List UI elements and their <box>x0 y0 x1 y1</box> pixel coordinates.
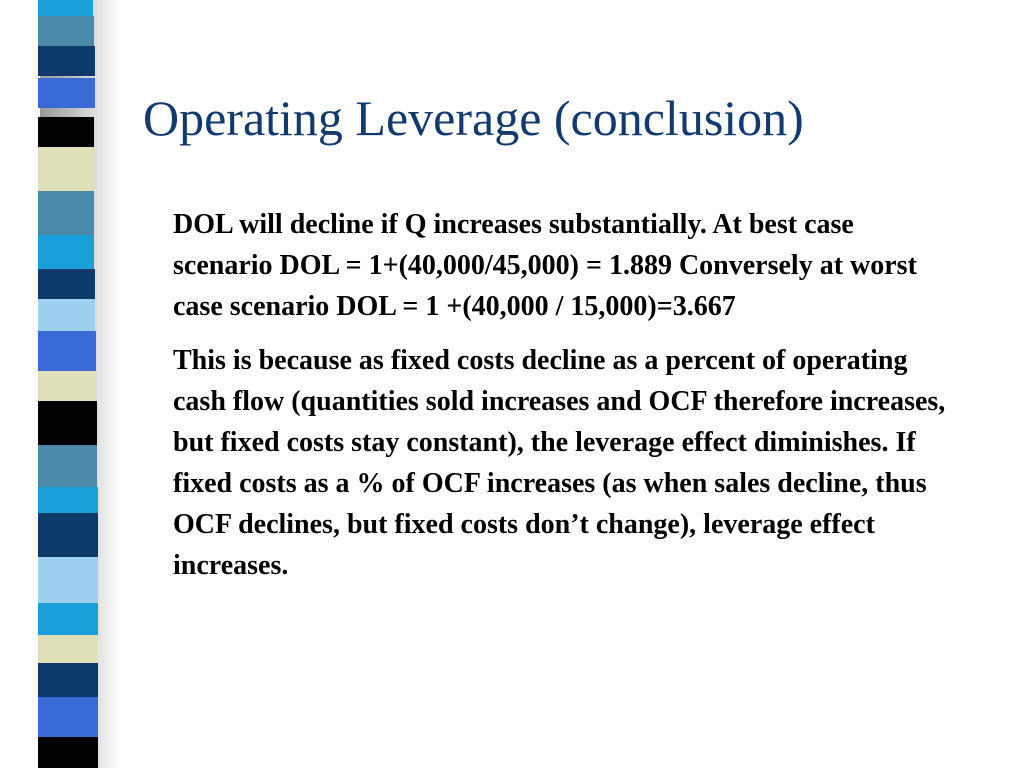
strip-band <box>38 269 95 299</box>
strip-band <box>38 737 98 768</box>
body-paragraph: DOL will decline if Q increases substant… <box>173 209 917 322</box>
strip-band <box>38 635 98 663</box>
strip-band <box>38 445 97 487</box>
strip-band <box>38 235 94 269</box>
strip-band <box>38 371 96 401</box>
strip-band <box>38 513 98 557</box>
strip-band <box>38 697 98 737</box>
strip-band <box>38 331 96 371</box>
strip-band <box>38 46 95 76</box>
strip-band <box>38 16 94 46</box>
strip-band <box>38 299 95 331</box>
slide-title: Operating Leverage (conclusion) <box>143 90 804 146</box>
strip-band <box>38 401 97 445</box>
slide-body: DOL will decline if Q increases substant… <box>173 204 953 586</box>
strip-band <box>38 663 98 697</box>
decorative-color-strip <box>38 0 98 768</box>
body-paragraph: This is because as fixed costs decline a… <box>173 345 946 581</box>
strip-band <box>38 117 94 147</box>
strip-band <box>38 147 94 191</box>
strip-band <box>38 191 94 235</box>
strip-band <box>38 487 98 513</box>
strip-band <box>38 603 98 635</box>
strip-band <box>38 557 98 603</box>
strip-band <box>38 78 95 108</box>
